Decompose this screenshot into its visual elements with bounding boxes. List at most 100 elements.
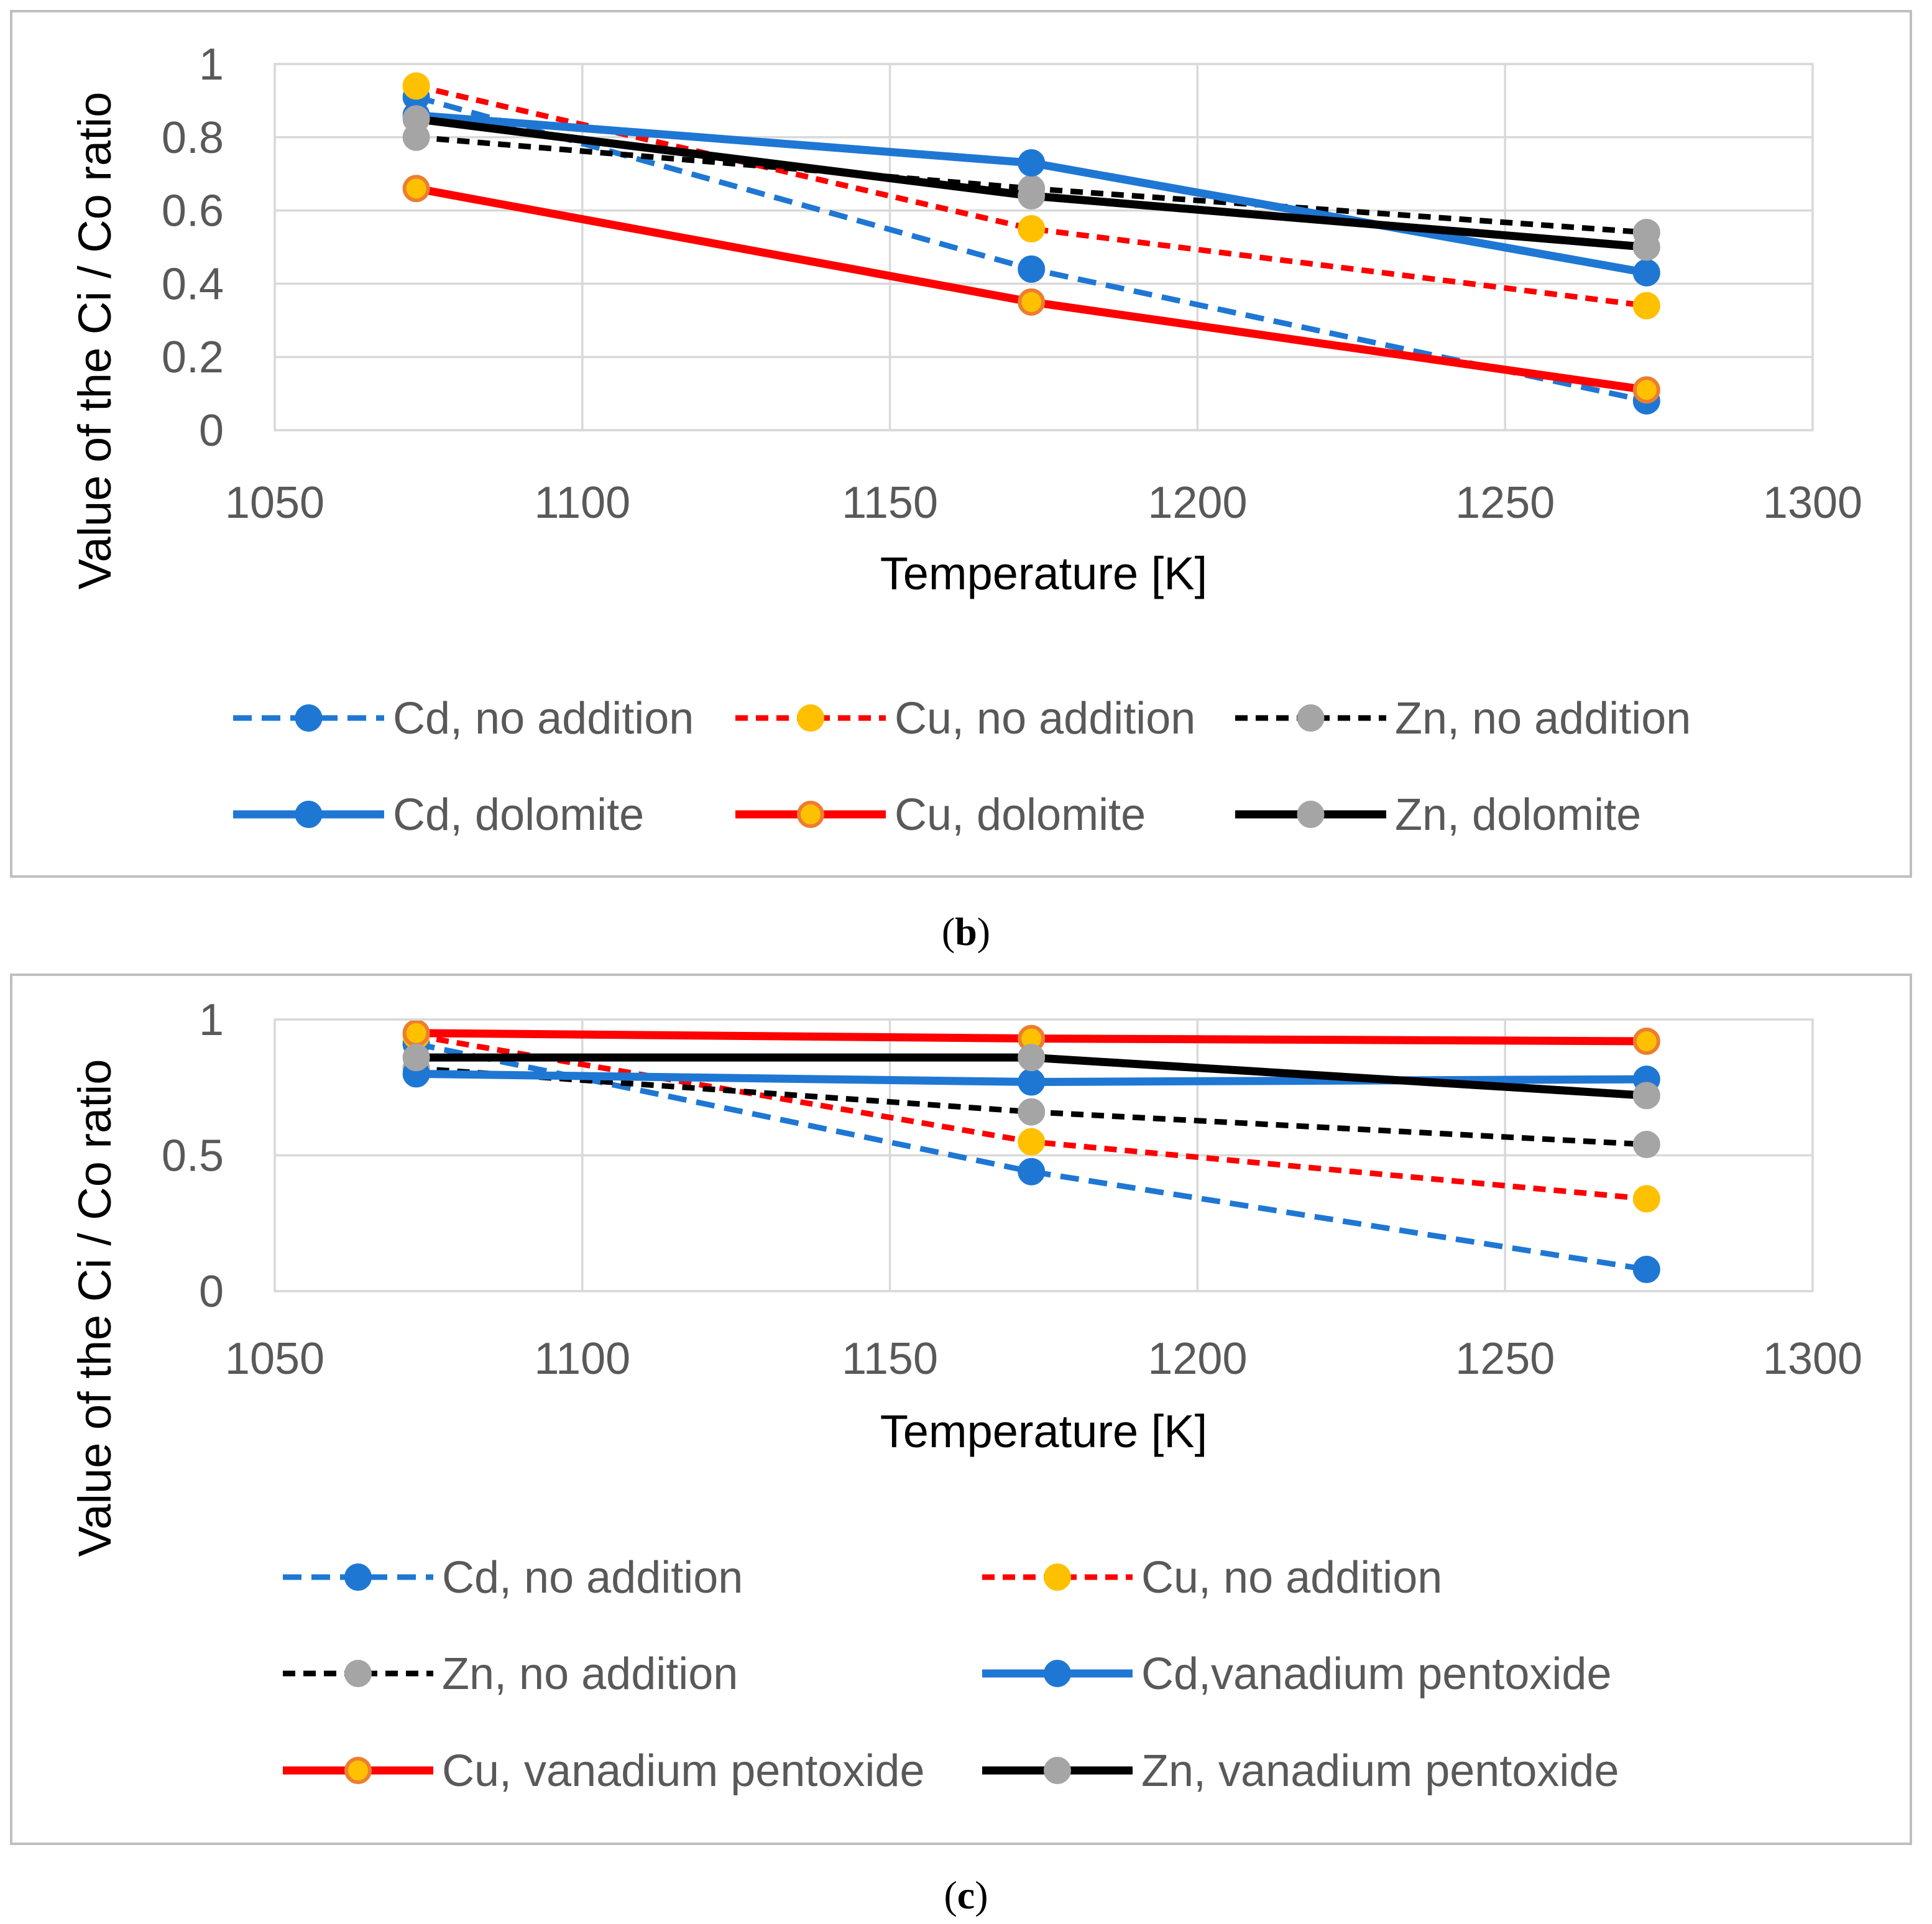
legend-item: Cu, no addition	[982, 1553, 1442, 1603]
legend-label: Cd,vanadium pentoxide	[1141, 1649, 1612, 1699]
data-point	[402, 1044, 430, 1072]
x-axis-title: Temperature [K]	[880, 1406, 1207, 1457]
legend-label: Cu, vanadium pentoxide	[442, 1746, 925, 1796]
data-point	[402, 105, 430, 133]
data-point	[1018, 1044, 1046, 1072]
data-point	[1632, 292, 1660, 320]
legend-label: Zn, no addition	[442, 1649, 738, 1699]
caption-close: )	[975, 1873, 988, 1917]
plot-area	[274, 1018, 1814, 1292]
data-point	[402, 72, 430, 100]
legend-item: Cd,vanadium pentoxide	[982, 1649, 1612, 1699]
data-point	[402, 175, 430, 203]
series-cd-dolomite	[402, 101, 1660, 287]
legend-label: Zn, vanadium pentoxide	[1141, 1746, 1619, 1796]
data-point	[1018, 1098, 1046, 1126]
data-point	[1632, 1082, 1660, 1110]
legend-swatch-marker	[344, 1563, 372, 1591]
legend-item: Cu, dolomite	[735, 790, 1146, 840]
plot-area	[274, 63, 1814, 431]
legend: Cd, no addition Cu, no addition Zn, no add…	[283, 1553, 1619, 1796]
legend-swatch-marker	[797, 704, 824, 732]
data-point	[1632, 233, 1660, 261]
x-tick-label: 1050	[225, 478, 324, 528]
data-point	[1018, 1158, 1046, 1185]
legend-label: Zn, no addition	[1395, 694, 1691, 743]
legend-item: Zn, no addition	[283, 1649, 738, 1699]
series-zn-vanadium-pentoxide	[402, 1044, 1660, 1110]
data-point	[1632, 259, 1660, 287]
legend-label: Cd, no addition	[393, 694, 694, 743]
y-tick-label: 0.4	[162, 259, 224, 309]
x-tick-label: 1150	[842, 1334, 938, 1384]
data-point	[1018, 288, 1046, 316]
y-tick-label: 1	[199, 995, 224, 1045]
legend-swatch-marker	[1297, 801, 1325, 828]
data-point	[1018, 149, 1046, 177]
legend-item: Zn, vanadium pentoxide	[982, 1746, 1619, 1796]
x-tick-label: 1100	[534, 478, 630, 528]
legend-swatch-marker	[344, 1660, 372, 1687]
legend-item: Cd, dolomite	[233, 790, 644, 840]
y-tick-label: 0.5	[162, 1131, 224, 1181]
legend-swatch-marker	[344, 1757, 372, 1784]
x-tick-label: 1200	[1148, 478, 1247, 528]
y-tick-label: 0.8	[162, 113, 224, 163]
x-tick-label: 1300	[1763, 1334, 1862, 1384]
data-point	[1632, 1256, 1660, 1284]
panel-frame	[10, 974, 1912, 1845]
data-point	[1632, 1027, 1660, 1055]
caption-letter: b	[955, 909, 977, 954]
legend-item: Cd, no addition	[283, 1553, 743, 1603]
x-tick-label: 1200	[1148, 1334, 1247, 1384]
chart-panel-c: 1050 1100 1150 1200 1250 1300 0 0.5 1 Temperature…	[10, 974, 1912, 1845]
x-tick-label: 1300	[1763, 478, 1862, 528]
data-point	[402, 1019, 430, 1047]
legend-swatch-marker	[1044, 1660, 1071, 1687]
panel-frame	[10, 10, 1912, 878]
legend-swatch-marker	[1044, 1563, 1071, 1591]
series-zn-dolomite	[402, 105, 1660, 261]
series-cu-vanadium-pentoxide	[402, 1019, 1660, 1055]
x-tick-label: 1250	[1455, 478, 1555, 528]
legend-label: Cd, no addition	[442, 1553, 743, 1603]
data-point	[1018, 1128, 1046, 1156]
legend-swatch-marker	[295, 704, 323, 732]
data-point	[1632, 376, 1660, 404]
y-tick-label: 0.2	[162, 333, 224, 382]
legend-item: Cu, no addition	[735, 694, 1195, 743]
chart-panel-b: 1050 1100 1150 1200 1250 1300 0 0.2 0.4 0.6 0.8 1 Te…	[10, 10, 1912, 878]
legend-item: Zn, no addition	[1235, 694, 1691, 743]
data-point	[1018, 255, 1046, 283]
legend-label: Cu, no addition	[895, 694, 1195, 743]
series-cu-dolomite	[402, 175, 1660, 404]
legend-swatch-marker	[295, 801, 323, 828]
caption-open: (	[944, 1873, 957, 1917]
panel-caption: (c)	[944, 1873, 988, 1917]
series-line	[415, 1041, 1647, 1273]
x-tick-label: 1100	[534, 1334, 630, 1384]
legend-label: Cd, dolomite	[393, 790, 644, 840]
legend-label: Zn, dolomite	[1395, 790, 1641, 840]
y-tick-label: 0	[199, 406, 224, 456]
y-tick-label: 0.6	[162, 186, 224, 236]
x-tick-label: 1250	[1455, 1334, 1555, 1384]
x-axis-title: Temperature [K]	[880, 548, 1207, 599]
y-axis-title: Value of the Ci / Co ratio	[69, 1059, 121, 1557]
legend-label: Cu, dolomite	[895, 790, 1146, 840]
data-point	[1632, 1131, 1660, 1159]
x-tick-label: 1150	[842, 478, 938, 528]
legend-swatch-marker	[797, 801, 824, 828]
y-axis-title: Value of the Ci / Co ratio	[69, 92, 121, 590]
panel-caption: (b)	[942, 909, 990, 954]
data-point	[1632, 1185, 1660, 1213]
data-point	[1018, 215, 1046, 243]
x-tick-label: 1050	[225, 1334, 324, 1384]
y-tick-label: 0	[199, 1267, 224, 1317]
y-tick-label: 1	[199, 40, 224, 90]
caption-letter: c	[957, 1873, 975, 1917]
data-point	[1018, 182, 1046, 210]
legend: Cd, no addition Cu, no addition Zn, no add…	[233, 694, 1691, 840]
legend-swatch-marker	[1044, 1757, 1071, 1784]
